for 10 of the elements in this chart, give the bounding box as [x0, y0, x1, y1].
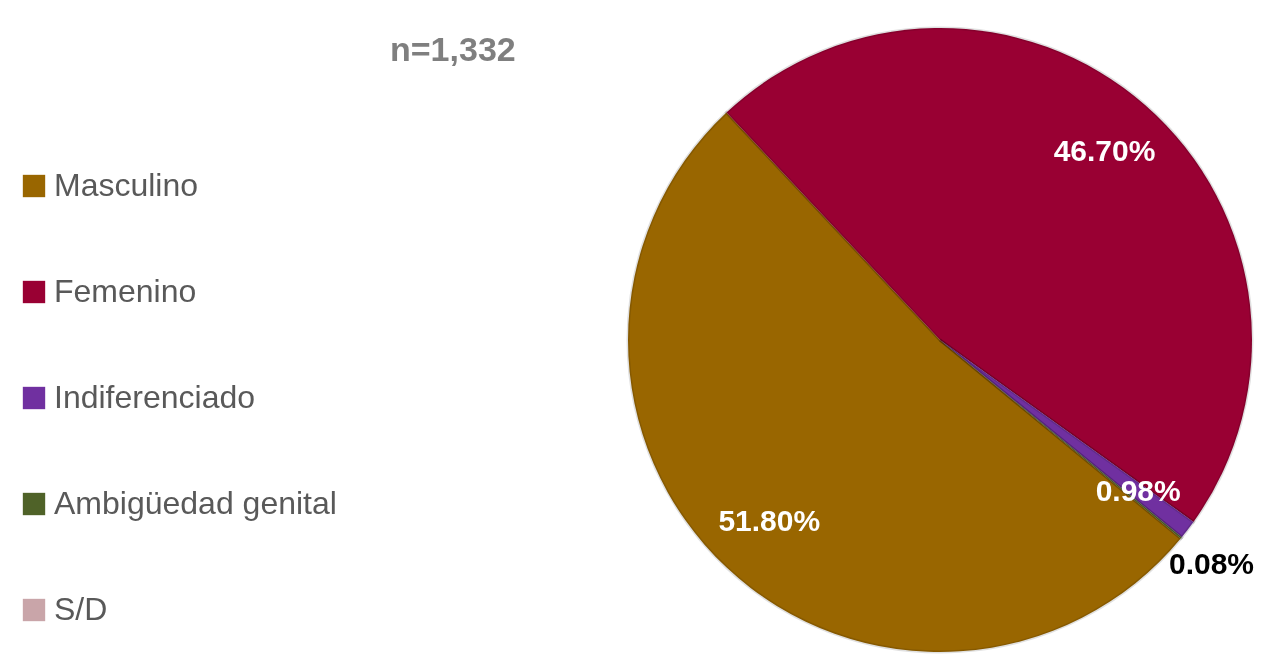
chart-title: n=1,332	[390, 30, 516, 68]
data-label: 0.08%	[1168, 546, 1255, 580]
legend-label: S/D	[54, 591, 108, 627]
legend-label: Indiferenciado	[54, 379, 256, 415]
legend-label: Masculino	[54, 167, 199, 203]
legend-label: Femenino	[54, 273, 197, 309]
data-label: 51.80%	[718, 504, 821, 538]
data-label: 46.70%	[1053, 134, 1156, 168]
legend-label: Ambigüedad genital	[54, 485, 337, 521]
data-label: 0.98%	[1095, 473, 1181, 507]
